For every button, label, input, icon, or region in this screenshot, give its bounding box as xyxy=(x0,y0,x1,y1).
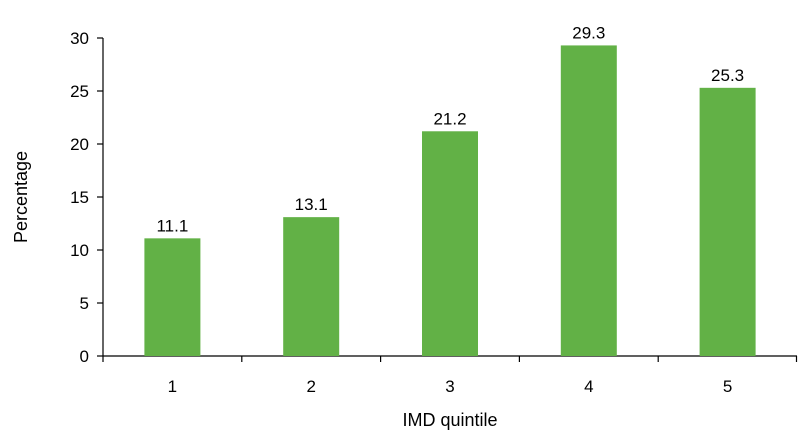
bar xyxy=(422,131,478,356)
x-tick-label: 5 xyxy=(723,377,732,396)
x-axis: 1 2 3 4 5 xyxy=(102,355,798,396)
y-tick-label: 30 xyxy=(70,29,89,48)
x-tick-label: 4 xyxy=(584,377,593,396)
bar xyxy=(699,87,756,356)
bar-value-label: 21.2 xyxy=(433,109,466,128)
bar xyxy=(144,238,201,356)
y-tick-label: 10 xyxy=(70,241,89,260)
x-tick-label: 3 xyxy=(445,377,454,396)
bar xyxy=(283,217,340,356)
y-axis-title: Percentage xyxy=(11,151,31,243)
y-tick-label: 0 xyxy=(80,347,89,366)
y-tick-label: 20 xyxy=(70,135,89,154)
y-tick-label: 25 xyxy=(70,82,89,101)
x-tick-label: 2 xyxy=(306,377,315,396)
bar-data-labels: 11.1 13.1 21.2 29.3 25.3 xyxy=(156,23,744,235)
bars xyxy=(144,45,756,357)
bar-value-label: 25.3 xyxy=(711,66,744,85)
bar-value-label: 13.1 xyxy=(295,195,328,214)
y-axis: 0 5 10 15 20 25 30 xyxy=(70,29,104,366)
x-tick-label: 1 xyxy=(168,377,177,396)
bar-value-label: 29.3 xyxy=(572,23,605,42)
x-axis-title: IMD quintile xyxy=(402,410,497,430)
bar xyxy=(560,45,617,357)
y-tick-label: 15 xyxy=(70,188,89,207)
bar-value-label: 11.1 xyxy=(156,216,188,235)
y-tick-label: 5 xyxy=(80,294,89,313)
